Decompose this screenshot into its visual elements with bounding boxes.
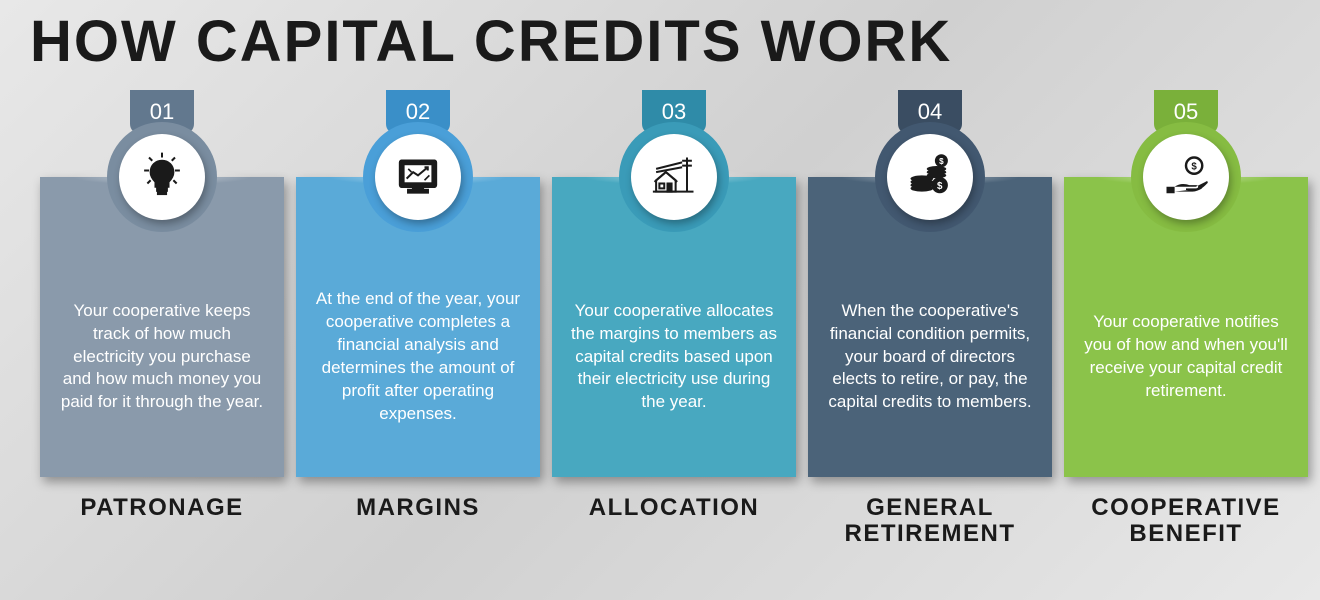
chart-monitor-icon [375,134,461,220]
step-icon-ring: $ [1131,122,1241,232]
coins-icon: $ $ [887,134,973,220]
step-title: COOPERATIVE BENEFIT [1064,495,1308,548]
step-card-4: 04 $ $ When the cooperative's financial … [808,90,1052,548]
hand-coin-icon: $ [1143,134,1229,220]
step-body: Your cooperative keeps track of how much… [58,300,266,415]
svg-text:$: $ [937,181,943,192]
steps-row: 01 Your cooperative keeps track of how m… [40,90,1308,548]
step-icon-ring [619,122,729,232]
step-body: At the end of the year, your cooperative… [314,288,522,426]
svg-text:$: $ [939,157,944,166]
step-card-5: 05 $ Your cooperative notifies you of ho… [1064,90,1308,548]
step-body: Your cooperative notifies you of how and… [1082,311,1290,403]
step-title: ALLOCATION [589,495,760,521]
step-title: MARGINS [356,495,480,521]
step-card-3: 03 Your cooperative allocates the margin… [552,90,796,548]
step-icon-ring [107,122,217,232]
step-card-2: 02 At the end of the year, your cooperat… [296,90,540,548]
step-title: GENERAL RETIREMENT [808,495,1052,548]
svg-text:$: $ [1191,162,1197,173]
step-icon-ring: $ $ [875,122,985,232]
step-card-1: 01 Your cooperative keeps track of how m… [40,90,284,548]
lightbulb-icon [119,134,205,220]
house-power-icon [631,134,717,220]
step-body: When the cooperative's financial conditi… [826,300,1034,415]
page-title: HOW CAPITAL CREDITS WORK [30,8,952,75]
step-title: PATRONAGE [80,495,243,521]
step-body: Your cooperative allocates the margins t… [570,300,778,415]
step-icon-ring [363,122,473,232]
